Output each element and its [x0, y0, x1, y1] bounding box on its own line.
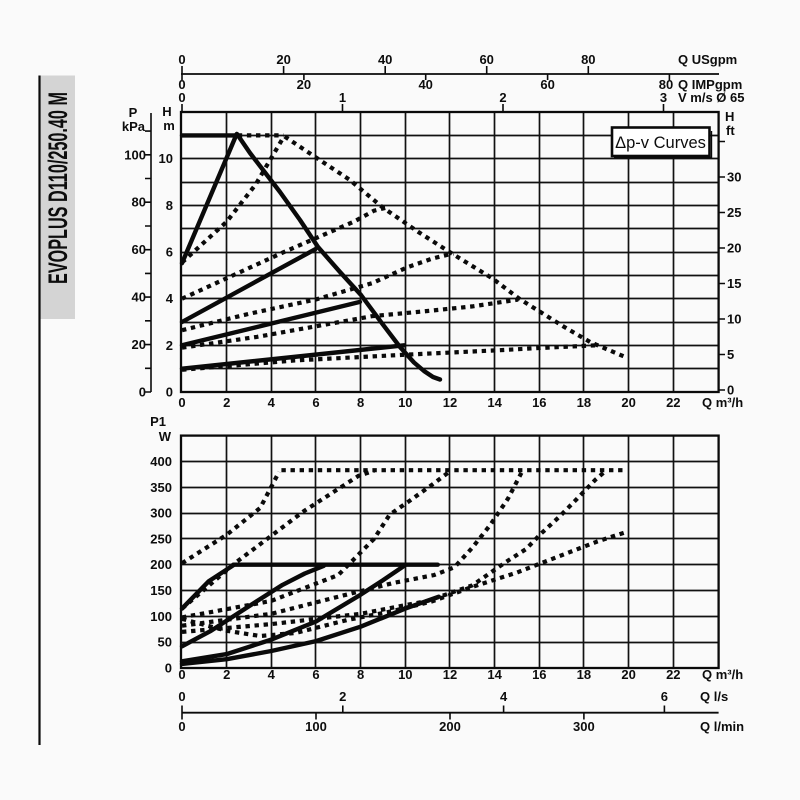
svg-text:P1: P1: [150, 414, 166, 429]
svg-text:12: 12: [443, 395, 457, 410]
svg-text:20: 20: [297, 77, 311, 92]
svg-text:3: 3: [660, 90, 667, 105]
svg-text:H: H: [725, 109, 734, 124]
svg-text:100: 100: [305, 719, 327, 734]
svg-text:P: P: [129, 105, 138, 120]
svg-text:10: 10: [159, 151, 173, 166]
svg-text:400: 400: [150, 454, 172, 469]
svg-text:150: 150: [150, 583, 172, 598]
svg-text:22: 22: [666, 667, 680, 682]
svg-text:0: 0: [166, 385, 173, 400]
svg-text:0: 0: [178, 90, 185, 105]
svg-text:14: 14: [487, 667, 502, 682]
svg-text:16: 16: [532, 395, 546, 410]
svg-text:2: 2: [166, 338, 173, 353]
svg-text:60: 60: [132, 242, 146, 257]
svg-text:0: 0: [178, 689, 185, 704]
svg-text:10: 10: [398, 667, 412, 682]
svg-text:300: 300: [150, 506, 172, 521]
svg-text:m: m: [163, 118, 175, 133]
svg-text:60: 60: [479, 52, 493, 67]
svg-text:0: 0: [727, 383, 734, 398]
svg-text:2: 2: [339, 689, 346, 704]
svg-text:0: 0: [178, 52, 185, 67]
svg-text:2: 2: [499, 90, 506, 105]
svg-text:40: 40: [132, 290, 146, 305]
svg-text:100: 100: [150, 609, 172, 624]
svg-text:4: 4: [268, 395, 276, 410]
svg-text:40: 40: [378, 52, 392, 67]
svg-text:50: 50: [158, 635, 172, 650]
svg-text:6: 6: [661, 689, 668, 704]
svg-text:ft: ft: [726, 123, 735, 138]
svg-text:20: 20: [276, 52, 290, 67]
svg-text:40: 40: [418, 77, 432, 92]
svg-text:Q l/s: Q l/s: [700, 689, 728, 704]
svg-text:4: 4: [166, 291, 174, 306]
svg-text:60: 60: [540, 77, 554, 92]
svg-text:100: 100: [124, 147, 146, 162]
svg-text:12: 12: [443, 667, 457, 682]
svg-text:250: 250: [150, 531, 172, 546]
svg-text:20: 20: [727, 241, 741, 256]
svg-text:0: 0: [139, 385, 146, 400]
svg-text:30: 30: [727, 170, 741, 185]
svg-text:22: 22: [666, 395, 680, 410]
svg-text:8: 8: [357, 395, 364, 410]
svg-text:Δp-v Curves: Δp-v Curves: [615, 134, 706, 152]
svg-text:10: 10: [727, 312, 741, 327]
svg-text:20: 20: [132, 337, 146, 352]
svg-text:15: 15: [727, 276, 741, 291]
svg-text:Q m³/h: Q m³/h: [702, 395, 743, 410]
svg-text:20: 20: [621, 667, 635, 682]
svg-text:20: 20: [621, 395, 635, 410]
svg-text:200: 200: [150, 557, 172, 572]
svg-text:1: 1: [339, 90, 346, 105]
svg-text:16: 16: [532, 667, 546, 682]
svg-text:200: 200: [439, 719, 461, 734]
svg-text:80: 80: [132, 195, 146, 210]
svg-text:5: 5: [727, 347, 734, 362]
svg-text:80: 80: [659, 77, 673, 92]
svg-text:kPa: kPa: [122, 119, 146, 134]
svg-text:6: 6: [312, 395, 319, 410]
svg-text:Q USgpm: Q USgpm: [678, 52, 737, 67]
svg-text:Q m³/h: Q m³/h: [702, 667, 743, 682]
svg-text:V m/s Ø 65: V m/s Ø 65: [678, 90, 744, 105]
svg-text:6: 6: [166, 245, 173, 260]
svg-text:2: 2: [223, 667, 230, 682]
svg-text:W: W: [159, 429, 172, 444]
svg-text:0: 0: [178, 667, 185, 682]
svg-text:80: 80: [581, 52, 595, 67]
svg-text:18: 18: [577, 667, 591, 682]
svg-text:2: 2: [223, 395, 230, 410]
svg-text:25: 25: [727, 205, 741, 220]
svg-text:0: 0: [165, 661, 172, 676]
svg-text:0: 0: [178, 77, 185, 92]
svg-text:300: 300: [573, 719, 595, 734]
svg-text:Q l/min: Q l/min: [700, 719, 744, 734]
svg-text:8: 8: [166, 198, 173, 213]
svg-text:18: 18: [577, 395, 591, 410]
svg-text:EVOPLUS D110/250.40 M: EVOPLUS D110/250.40 M: [43, 92, 73, 284]
svg-text:H: H: [162, 104, 171, 119]
svg-text:14: 14: [487, 395, 502, 410]
svg-text:350: 350: [150, 480, 172, 495]
svg-text:4: 4: [500, 689, 508, 704]
svg-text:6: 6: [312, 667, 319, 682]
svg-text:4: 4: [268, 667, 276, 682]
svg-text:0: 0: [178, 395, 185, 410]
svg-text:10: 10: [398, 395, 412, 410]
svg-text:0: 0: [178, 719, 185, 734]
svg-text:8: 8: [357, 667, 364, 682]
svg-text:Q IMPgpm: Q IMPgpm: [678, 77, 742, 92]
